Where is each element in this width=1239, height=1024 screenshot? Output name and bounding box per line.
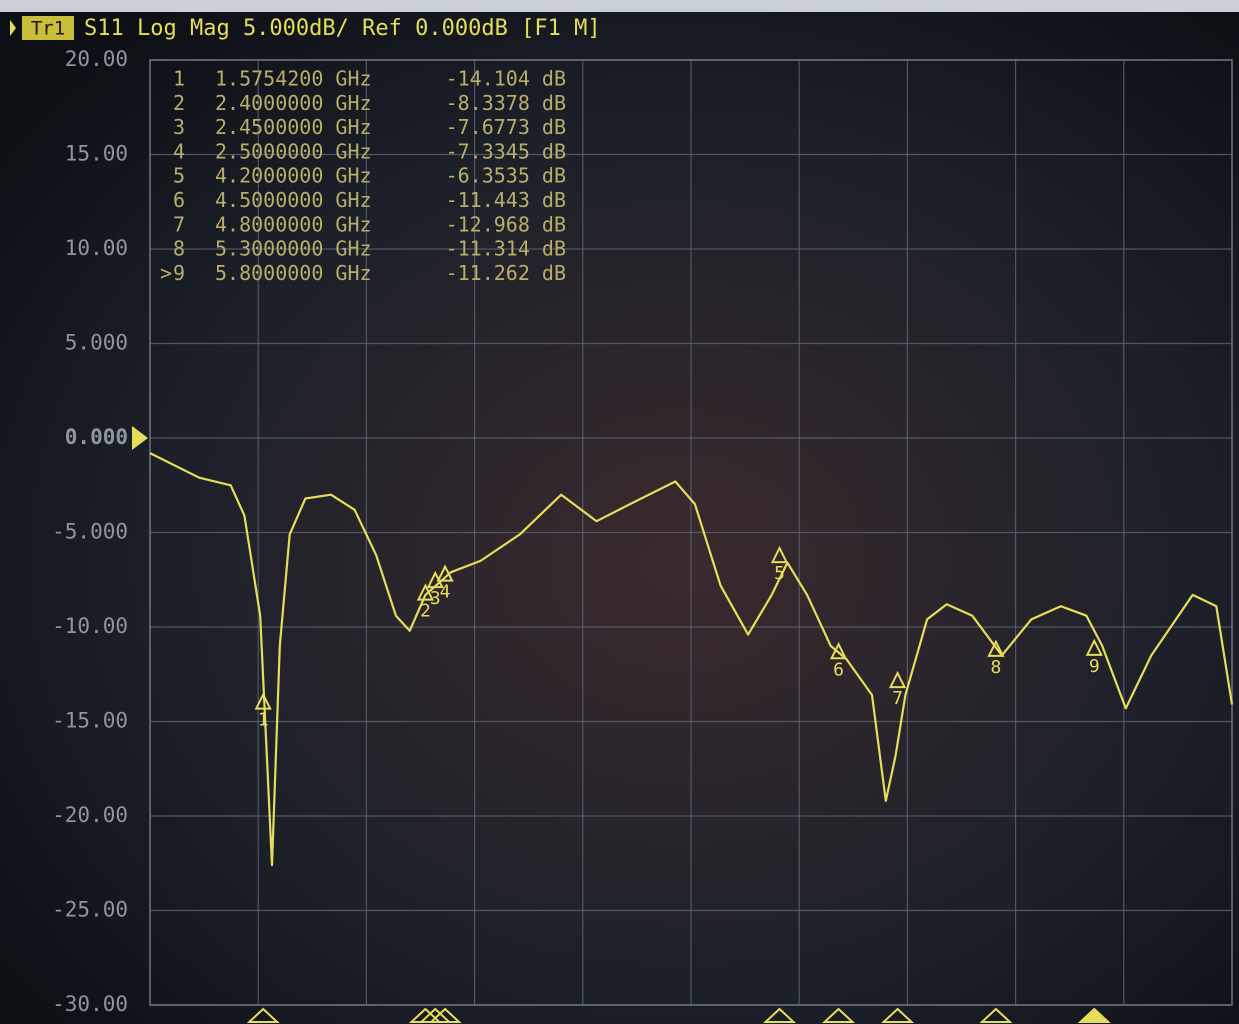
y-tick-label: -15.00 xyxy=(52,709,128,733)
stimulus-marker xyxy=(246,1007,280,1023)
marker-frequency: 5.8000000 GHz xyxy=(215,261,372,285)
stimulus-marker xyxy=(428,1007,462,1023)
marker-value: -7.3345 dB xyxy=(446,139,566,163)
y-tick-label: -5.000 xyxy=(52,520,128,544)
chart-title: S11 Log Mag 5.000dB/ Ref 0.000dB [F1 M] xyxy=(84,16,601,41)
marker-value: -6.3535 dB xyxy=(446,164,566,188)
y-tick-label: 15.00 xyxy=(65,142,128,166)
marker-number: 4 xyxy=(173,139,185,163)
marker-number: 6 xyxy=(173,188,185,212)
marker-label: 8 xyxy=(991,657,1002,678)
marker-triangle xyxy=(987,639,1005,657)
y-tick-label: 5.000 xyxy=(65,331,128,355)
y-tick-label: 10.00 xyxy=(65,236,128,260)
stimulus-marker xyxy=(1077,1007,1111,1023)
y-tick-label: -10.00 xyxy=(52,614,128,638)
marker-frequency: 5.3000000 GHz xyxy=(215,237,372,261)
stimulus-marker xyxy=(762,1007,797,1023)
marker-value: -14.104 dB xyxy=(446,67,566,91)
marker-frequency: 4.2000000 GHz xyxy=(215,164,372,188)
stimulus-marker xyxy=(979,1007,1013,1023)
marker-triangle xyxy=(416,583,435,601)
marker-value: -11.262 dB xyxy=(446,261,566,285)
marker-number: 7 xyxy=(173,212,185,236)
marker-frequency: 2.4000000 GHz xyxy=(215,91,372,115)
bezel xyxy=(0,0,1239,12)
marker-number: 3 xyxy=(173,115,185,139)
trace-line xyxy=(149,452,1234,867)
trace-badge xyxy=(22,16,74,40)
marker-label: 5 xyxy=(774,563,785,584)
marker-triangle xyxy=(770,545,789,564)
marker-label: 2 xyxy=(420,601,431,622)
marker-value: -7.6773 dB xyxy=(446,115,566,139)
marker-frequency: 2.4500000 GHz xyxy=(215,115,372,139)
marker-triangle xyxy=(888,670,907,689)
marker-frequency: 1.5754200 GHz xyxy=(215,67,372,91)
y-tick-label: -25.00 xyxy=(52,898,128,922)
marker-label: 6 xyxy=(833,659,844,680)
marker-number: 8 xyxy=(173,237,185,261)
plot-frame xyxy=(149,59,1233,1006)
marker-triangle xyxy=(829,642,848,660)
y-tick-label: -30.00 xyxy=(52,992,128,1016)
marker-number: 2 xyxy=(173,91,185,115)
marker-label: 3 xyxy=(430,588,441,609)
marker-triangle xyxy=(1085,638,1103,656)
marker-frequency: 4.5000000 GHz xyxy=(215,188,372,212)
reference-arrow xyxy=(132,426,148,450)
marker-label: 1 xyxy=(258,710,269,731)
trace-arrow xyxy=(10,20,16,36)
y-tick-label: -20.00 xyxy=(52,803,128,827)
marker-triangle xyxy=(436,564,454,582)
marker-value: -8.3378 dB xyxy=(446,91,566,115)
marker-triangle xyxy=(254,692,272,710)
active-marker-indicator: > xyxy=(160,261,172,285)
y-tick-label: 20.00 xyxy=(65,47,128,71)
marker-number: 1 xyxy=(173,67,185,91)
marker-label: 9 xyxy=(1089,656,1100,677)
marker-frequency: 2.5000000 GHz xyxy=(215,139,372,163)
marker-number: 5 xyxy=(173,164,185,188)
marker-value: -11.443 dB xyxy=(446,188,566,212)
trace-label: Tr1 xyxy=(31,18,65,40)
marker-value: -11.314 dB xyxy=(446,237,566,261)
marker-number: 9 xyxy=(173,261,185,285)
y-tick-label: 0.000 xyxy=(65,425,128,449)
marker-label: 7 xyxy=(892,688,903,709)
marker-label: 4 xyxy=(440,582,451,603)
stimulus-marker xyxy=(881,1007,915,1023)
marker-value: -12.968 dB xyxy=(446,212,566,236)
marker-frequency: 4.8000000 GHz xyxy=(215,212,372,236)
stimulus-marker xyxy=(821,1007,856,1023)
